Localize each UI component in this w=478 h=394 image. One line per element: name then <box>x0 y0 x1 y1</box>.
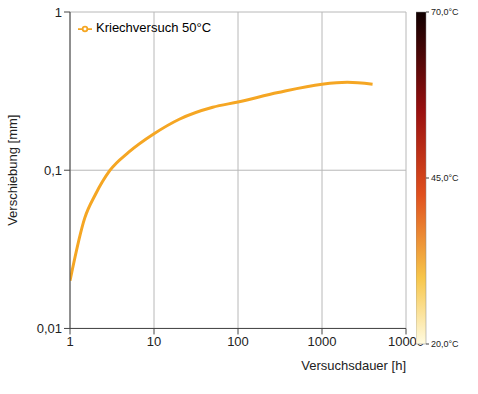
svg-text:45,0°C: 45,0°C <box>431 173 459 183</box>
svg-text:0,1: 0,1 <box>44 163 62 178</box>
svg-text:0,01: 0,01 <box>37 321 62 336</box>
svg-text:1: 1 <box>66 334 73 349</box>
svg-text:10000: 10000 <box>387 333 425 349</box>
svg-text:10: 10 <box>147 334 161 349</box>
svg-text:70,0°C: 70,0°C <box>431 7 459 17</box>
html-text:Kriechversuch 50°C: Kriechversuch 50°C <box>96 20 211 35</box>
svg-text:20,0°C: 20,0°C <box>431 339 459 349</box>
svg-text:Verschiebung [mm]: Verschiebung [mm] <box>5 115 20 226</box>
svg-text:Versuchsdauer [h]: Versuchsdauer [h] <box>301 358 406 373</box>
svg-text:1: 1 <box>55 5 62 20</box>
svg-text:1000: 1000 <box>308 334 337 349</box>
svg-text:100: 100 <box>227 334 249 349</box>
